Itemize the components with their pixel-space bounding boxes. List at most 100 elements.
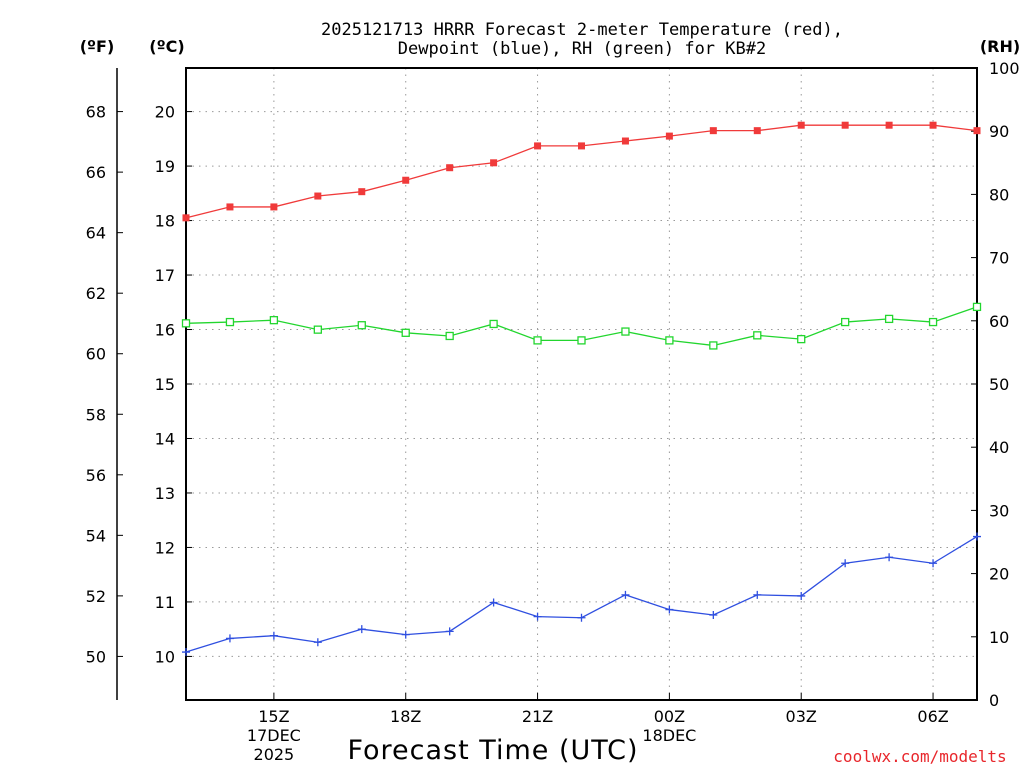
chart-title-line-1: 2025121713 HRRR Forecast 2-meter Tempera… <box>321 20 843 40</box>
rh-tick-label: 10 <box>989 628 1009 647</box>
rh-marker <box>884 314 894 324</box>
rh-tick-label: 70 <box>989 249 1009 268</box>
rh-marker <box>181 319 191 328</box>
temperature-marker <box>402 176 410 184</box>
dewpoint-marker <box>489 598 498 607</box>
temperature-marker <box>621 137 629 145</box>
rh-marker <box>533 336 542 345</box>
celsius-tick-label: 12 <box>155 538 175 557</box>
temperature-line <box>185 124 978 219</box>
time-tick-label: 18DEC <box>642 726 696 745</box>
fahrenheit-tick-label: 60 <box>86 345 106 364</box>
fahrenheit-tick-label: 66 <box>86 163 106 182</box>
rh-tick-label: 50 <box>989 375 1009 394</box>
time-tick-label: 18Z <box>390 707 421 726</box>
temperature-marker <box>534 142 542 150</box>
time-tick-label: 17DEC <box>247 726 301 745</box>
celsius-tick-label: 14 <box>155 429 175 448</box>
rh-marker <box>357 321 366 330</box>
dewpoint-marker <box>885 553 894 562</box>
dewpoint-marker <box>929 559 938 568</box>
dewpoint-marker <box>709 611 718 620</box>
temperature-marker <box>797 121 805 129</box>
rh-marker <box>972 302 982 312</box>
celsius-tick-label: 16 <box>155 321 175 340</box>
rh-tick-label: 100 <box>989 59 1020 78</box>
rh-marker <box>401 328 410 337</box>
dewpoint-marker <box>665 605 674 614</box>
temperature-marker <box>841 121 849 129</box>
rh-tick-label: 30 <box>989 501 1009 520</box>
plot-frame <box>185 67 978 701</box>
dewpoint-marker <box>753 590 762 599</box>
dewpoint-marker <box>973 532 981 541</box>
rh-marker <box>841 317 850 327</box>
dewpoint-marker <box>797 591 806 600</box>
fahrenheit-unit-label: (ºF) <box>80 37 115 56</box>
rh-marker <box>225 317 235 327</box>
fahrenheit-tick-label: 50 <box>86 647 106 666</box>
fahrenheit-tick-label: 62 <box>86 284 106 303</box>
time-tick-label: 03Z <box>786 707 817 726</box>
fahrenheit-tick-label: 68 <box>86 103 106 122</box>
dewpoint-marker <box>225 634 234 643</box>
fahrenheit-tick-label: 58 <box>86 405 106 424</box>
rh-marker <box>445 331 454 341</box>
celsius-tick-label: 19 <box>155 157 175 176</box>
time-tick-label: 2025 <box>254 745 295 764</box>
time-tick-label: 21Z <box>522 707 553 726</box>
temperature-marker <box>490 159 498 167</box>
temperature-marker <box>446 164 454 172</box>
celsius-tick-label: 17 <box>155 266 175 285</box>
rh-tick-label: 80 <box>989 185 1009 204</box>
celsius-tick-label: 18 <box>155 212 175 231</box>
fahrenheit-tick-label: 54 <box>86 526 106 545</box>
dewpoint-marker <box>401 630 410 639</box>
temperature-marker <box>358 188 366 196</box>
temperature-marker <box>314 192 322 200</box>
rh-marker <box>313 325 322 334</box>
fahrenheit-tick-label: 64 <box>86 224 106 243</box>
dewpoint-marker <box>313 638 322 647</box>
rh-tick-label: 20 <box>989 565 1009 584</box>
celsius-unit-label: (ºC) <box>149 37 184 56</box>
dewpoint-marker <box>577 613 586 622</box>
rh-marker <box>665 336 674 345</box>
rh-marker <box>577 336 586 345</box>
temperature-marker <box>709 127 717 135</box>
rh-marker <box>753 331 762 340</box>
dewpoint-marker <box>621 590 630 599</box>
rh-marker <box>709 341 718 350</box>
temperature-marker <box>753 127 761 135</box>
dewpoint-marker <box>357 625 366 634</box>
x-axis-label: Forecast Time (UTC) <box>347 735 638 766</box>
rh-unit-label: (RH) <box>980 37 1020 56</box>
dewpoint-marker <box>841 559 850 568</box>
temperature-marker <box>270 203 278 211</box>
celsius-tick-label: 11 <box>155 593 175 612</box>
rh-marker <box>621 327 630 336</box>
rh-marker <box>928 317 938 327</box>
temperature-marker <box>885 121 893 129</box>
temperature-marker <box>929 121 937 129</box>
celsius-tick-label: 13 <box>155 484 175 503</box>
rh-marker <box>489 319 498 329</box>
time-tick-label: 00Z <box>654 707 685 726</box>
dewpoint-marker <box>533 612 542 621</box>
temperature-marker <box>665 132 673 140</box>
temperature-marker <box>578 142 585 150</box>
temperature-marker <box>973 127 981 135</box>
rh-tick-label: 0 <box>989 691 999 710</box>
credit-text: coolwx.com/modelts <box>833 747 1006 766</box>
dewpoint-line <box>185 535 978 653</box>
rh-tick-label: 60 <box>989 312 1009 331</box>
rh-tick-label: 90 <box>989 122 1009 141</box>
temperature-marker <box>182 214 190 222</box>
celsius-tick-label: 10 <box>155 647 175 666</box>
fahrenheit-tick-label: 52 <box>86 587 106 606</box>
temperature-marker <box>226 203 234 211</box>
fahrenheit-tick-label: 56 <box>86 466 106 485</box>
time-tick-label: 15Z <box>258 707 289 726</box>
rh-marker <box>269 316 279 325</box>
